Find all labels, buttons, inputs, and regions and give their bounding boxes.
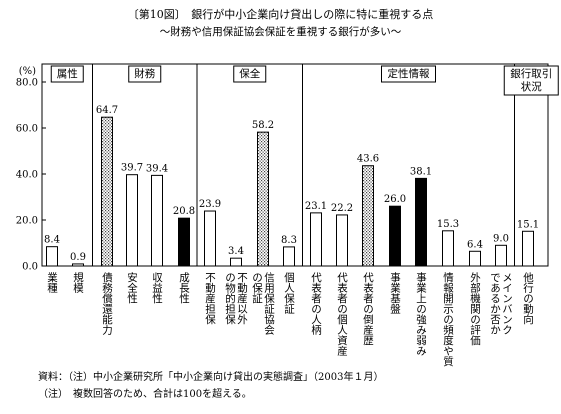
x-tick-label: 事業上の強み弱み <box>415 271 427 356</box>
group-header-box <box>233 65 267 83</box>
x-tick-label: であるか否か <box>489 272 501 335</box>
x-tick-label: 不動産以外 <box>236 272 248 325</box>
x-tick-label: 個人保証 <box>283 271 295 315</box>
footnote: （注） 複数回答のため、合計は100を超える。 <box>38 389 252 400</box>
x-tick-label: 外部機関の評価 <box>469 272 481 346</box>
bar <box>336 214 348 267</box>
group-header: 財務 <box>134 67 155 80</box>
data-label: 43.6 <box>357 154 379 165</box>
x-tick-label: メインバンク <box>501 272 513 335</box>
group-header: 定性情報 <box>388 67 430 80</box>
x-tick-label: 信用保証協会 <box>263 272 275 336</box>
bar <box>415 177 427 267</box>
group-header: 保全 <box>239 67 260 80</box>
bar <box>495 244 507 267</box>
x-tick-label: 代表者の人柄 <box>310 272 322 336</box>
data-label: 0.9 <box>70 252 86 263</box>
group-header-box <box>381 65 436 83</box>
data-label: 8.4 <box>44 235 60 246</box>
data-label: 15.1 <box>517 219 539 230</box>
bar <box>522 230 534 267</box>
source-note: 資料：（注）中小企業研究所「中小企業向け貸出の実態調査」（2003年１月） <box>38 372 384 383</box>
x-tick-label: 規模 <box>72 272 84 294</box>
x-tick-label: 他行の動向 <box>522 271 534 324</box>
y-tick-label: 80.0 <box>16 78 38 89</box>
data-label: 39.7 <box>121 163 143 174</box>
chart-subtitle: 〜財務や信用保証協会保証を重視する銀行が多い〜 <box>159 26 402 38</box>
bar <box>469 250 481 267</box>
bar <box>310 212 322 267</box>
x-tick-label: 業種 <box>46 271 58 294</box>
bar <box>46 246 58 267</box>
bar <box>126 174 138 267</box>
group-header: 銀行取引状況 <box>510 67 552 93</box>
data-label: 22.2 <box>331 203 353 214</box>
y-tick-label: 40.0 <box>16 170 38 181</box>
x-tick-label: 代表者の個人資産 <box>336 272 348 357</box>
chart-title: 〔第10図〕 銀行が中小企業向け貸出しの際に特に重視する点 <box>127 8 434 21</box>
x-tick-label: 情報開示の頻度や質 <box>442 271 454 367</box>
group-header: 属性 <box>57 67 78 80</box>
group-header-box <box>50 65 84 83</box>
group-header-box <box>503 65 559 96</box>
x-tick-label: の物的担保 <box>224 272 236 325</box>
x-tick-label: 事業基盤 <box>389 271 401 314</box>
data-label: 38.1 <box>410 166 432 177</box>
data-label: 23.9 <box>199 199 221 210</box>
data-label: 20.8 <box>173 206 195 217</box>
bar <box>101 116 113 267</box>
data-label: 26.0 <box>384 194 406 205</box>
x-tick-label: 収益性 <box>151 272 163 304</box>
x-tick-label: の保証 <box>251 272 263 304</box>
bar <box>257 131 269 267</box>
bar <box>72 263 84 267</box>
bar <box>283 246 295 267</box>
bar <box>151 174 163 267</box>
data-label: 8.3 <box>281 235 297 246</box>
bar <box>442 230 454 267</box>
data-label: 6.4 <box>467 239 483 250</box>
group-header-box <box>128 65 162 83</box>
bar <box>230 257 242 267</box>
bar <box>178 217 190 267</box>
x-tick-label: 代表者の倒産歴 <box>362 272 374 346</box>
y-tick-label: 0.0 <box>22 262 38 273</box>
x-tick-label: 債務償還能力 <box>101 271 113 336</box>
data-label: 39.4 <box>146 163 168 174</box>
bar <box>362 165 374 267</box>
x-tick-label: 成長性 <box>178 272 190 304</box>
y-tick-label: 20.0 <box>16 216 38 227</box>
x-tick-label: 不動産担保 <box>204 272 216 325</box>
data-label: 64.7 <box>96 105 118 116</box>
data-label: 9.0 <box>493 233 509 244</box>
y-tick-label: 60.0 <box>16 124 38 135</box>
data-label: 23.1 <box>305 201 327 212</box>
bar <box>204 210 216 267</box>
bar <box>389 205 401 267</box>
data-label: 3.4 <box>228 246 244 257</box>
x-tick-label: 安全性 <box>126 271 138 304</box>
data-label: 15.3 <box>437 219 459 230</box>
y-axis-label: (%) <box>19 66 36 77</box>
data-label: 58.2 <box>252 120 274 131</box>
